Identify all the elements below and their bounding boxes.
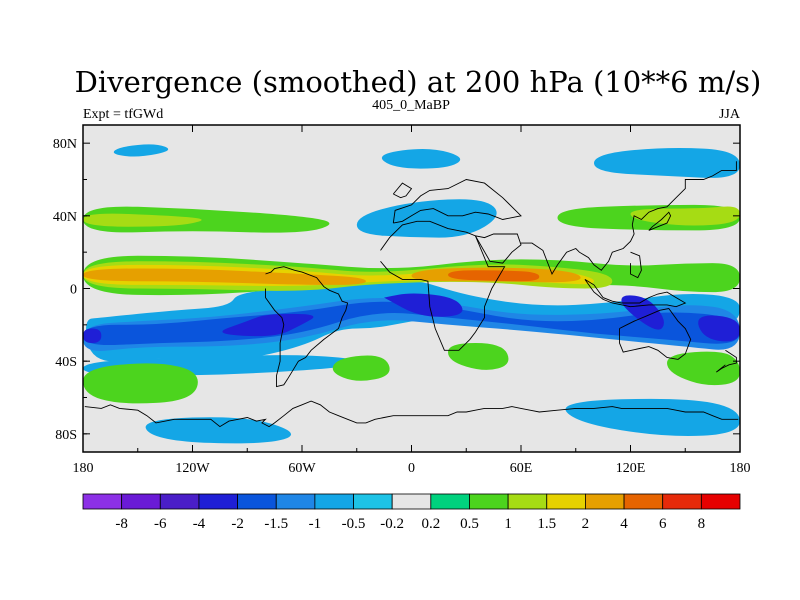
colorbar-swatch (507, 493, 548, 510)
colorbar-swatch (353, 493, 393, 510)
x-axis: 180 120W 60W 0 60E 120E 180 (73, 125, 751, 476)
colorbar-label: 1.5 (537, 516, 556, 532)
divergence-region-28 (667, 351, 740, 386)
colorbar-swatch (430, 493, 470, 510)
colorbar-swatch (391, 493, 432, 510)
colorbar-swatch (700, 493, 741, 510)
colorbar-label: 6 (659, 516, 667, 532)
colorbar-label: 8 (698, 516, 706, 532)
x-tick-label: 180 (730, 461, 751, 476)
divergence-region-25 (83, 363, 198, 404)
divergence-region-16 (83, 213, 202, 227)
colorbar: -8 -6 -4 -2 -1.5 -1 -0.5 -0.2 0.2 0.5 1 1.5 2 4 6 8 (82, 493, 741, 532)
divergence-region-18 (630, 206, 740, 226)
colorbar-label: 2 (582, 516, 590, 532)
colorbar-label: -0.5 (342, 516, 366, 532)
colorbar-swatch (198, 493, 238, 510)
x-tick-label: 0 (408, 461, 415, 476)
coastline-6 (521, 161, 737, 276)
x-tick-label: 180 (73, 461, 94, 476)
y-tick-label: 0 (70, 283, 77, 298)
chart-title: Divergence (smoothed) at 200 hPa (10**6 … (75, 65, 762, 99)
colorbar-swatch (623, 493, 664, 510)
coastlines (84, 161, 739, 428)
coastline-2 (265, 266, 349, 388)
season-label: JJA (719, 107, 741, 122)
experiment-label: Expt = tfGWd (83, 107, 163, 122)
x-tick-label: 60W (288, 461, 316, 476)
colorbar-label: -0.2 (380, 516, 404, 532)
divergence-region-27 (448, 343, 509, 370)
divergence-region-22 (381, 148, 461, 169)
divergence-region-7 (698, 315, 740, 342)
coastline-3 (380, 220, 506, 351)
y-tick-label: 40S (55, 355, 77, 370)
colorbar-label: -1.5 (264, 516, 288, 532)
colorbar-swatch (662, 493, 702, 510)
divergence-region-8 (83, 328, 102, 343)
colorbar-label: -2 (231, 516, 244, 532)
coastline-4 (392, 179, 522, 224)
divergence-region-26 (332, 355, 390, 381)
coastline-10 (630, 251, 642, 279)
colorbar-swatch (469, 493, 509, 510)
x-tick-label: 60E (510, 461, 533, 476)
y-tick-label: 80N (53, 137, 77, 152)
x-tick-label: 120W (175, 461, 210, 476)
coastline-1 (84, 400, 739, 428)
y-tick-label: 40N (53, 210, 77, 225)
colorbar-label: -8 (115, 516, 128, 532)
colorbar-swatch (585, 493, 625, 510)
colorbar-swatch (546, 493, 586, 510)
divergence-region-30 (565, 398, 740, 436)
coastline-5 (475, 233, 522, 264)
x-tick-label: 120E (616, 461, 646, 476)
coastline-8 (584, 279, 687, 308)
divergence-field (83, 144, 740, 444)
colorbar-label: 0.5 (460, 516, 479, 532)
colorbar-swatch (275, 493, 316, 510)
divergence-region-21 (113, 144, 169, 157)
colorbar-swatch (159, 493, 200, 510)
y-tick-label: 80S (55, 428, 77, 443)
divergence-region-14 (448, 270, 540, 282)
colorbar-label: 1 (504, 516, 512, 532)
divergence-region-12 (83, 268, 366, 285)
colorbar-swatch (82, 493, 123, 510)
coastline-7 (619, 308, 692, 360)
colorbar-label: -4 (193, 516, 206, 532)
coastline-9 (716, 349, 737, 373)
coastline-12 (392, 182, 413, 199)
divergence-region-6 (621, 295, 664, 330)
run-id-label: 405_0_MaBP (372, 98, 450, 113)
colorbar-label: 0.2 (421, 516, 440, 532)
divergence-region-4 (222, 313, 314, 337)
divergence-region-20 (356, 199, 497, 238)
colorbar-label: -6 (154, 516, 167, 532)
divergence-region-29 (145, 417, 292, 444)
colorbar-swatch (237, 493, 277, 510)
coastline-11 (648, 211, 672, 231)
divergence-region-23 (594, 148, 740, 178)
colorbar-swatch (121, 493, 161, 510)
y-axis: 80N 40N 0 40S 80S (53, 137, 740, 443)
divergence-region-5 (384, 293, 463, 317)
colorbar-label: 4 (620, 516, 628, 532)
colorbar-label: -1 (309, 516, 322, 532)
colorbar-swatch (314, 493, 354, 510)
